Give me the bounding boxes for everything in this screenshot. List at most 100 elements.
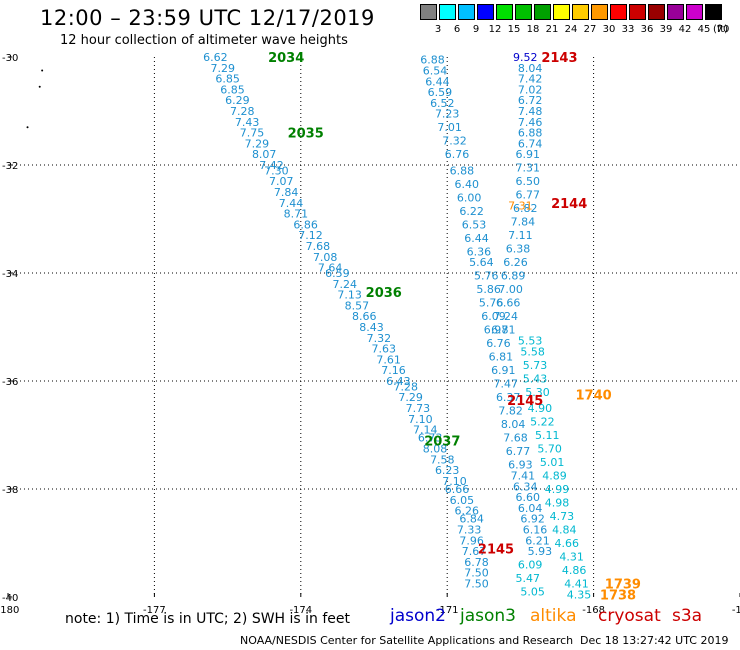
wave-height-label: 6.76: [445, 148, 470, 161]
wave-height-label: 8.57: [345, 299, 370, 312]
wave-height-label: 4.84: [552, 524, 577, 537]
wave-height-label: 6.93: [508, 459, 533, 472]
wave-height-label: 6.50: [515, 175, 540, 188]
satellite-name: s3a: [672, 606, 703, 626]
chart-title: 12:00 – 23:59 UTC 12/17/2019: [40, 6, 375, 30]
wave-height-label: 7.07: [269, 175, 294, 188]
legend-swatch-label: 30: [602, 24, 616, 35]
legend-swatch: [477, 4, 494, 20]
wave-height-label: 6.37: [496, 391, 521, 404]
footer-note: note: 1) Time is in UTC; 2) SWH is in fe…: [65, 611, 351, 627]
wave-height-label: 7.43: [235, 116, 260, 129]
wave-height-label: 8.08: [423, 443, 448, 456]
legend-swatch-label: 45: [697, 24, 711, 35]
generated-timestamp: Dec 18 13:27:42 UTC 2019: [580, 634, 729, 647]
legend-swatch: [629, 4, 646, 20]
wave-height-label: 6.43: [386, 375, 411, 388]
legend-swatch: [515, 4, 532, 20]
legend-swatch: [458, 4, 475, 20]
wave-height-label: 7.47: [494, 378, 519, 391]
wave-height-label: 6.54: [423, 65, 448, 78]
wave-height-label: 7.12: [298, 229, 323, 242]
x-tick-label: -168: [582, 605, 605, 616]
wave-height-label: 5.76: [474, 270, 499, 283]
wave-height-label: 5.70: [537, 443, 562, 456]
pass-label: 1740: [576, 389, 612, 404]
y-tick-label: -38: [2, 485, 18, 496]
wave-height-label: 4.98: [545, 497, 570, 510]
wave-height-label: 7.24: [332, 278, 357, 291]
legend-swatch-label: 9: [472, 24, 480, 35]
wave-height-label: 5.01: [540, 456, 565, 469]
wave-height-label: 7.75: [240, 127, 265, 140]
wave-height-label: 6.38: [506, 243, 531, 256]
wave-height-label: 6.85: [220, 83, 245, 96]
wave-height-label: 7.61: [376, 353, 401, 366]
legend-swatch: [705, 4, 722, 20]
wave-height-label: 6.91: [515, 148, 540, 161]
wave-height-label: 7.44: [279, 197, 304, 210]
wave-height-label: 7.31: [508, 200, 533, 213]
wave-height-label: 7.96: [459, 534, 484, 547]
wave-height-label: 7.29: [398, 391, 423, 404]
legend-swatch: [610, 4, 627, 20]
wave-height-label: 6.44: [425, 75, 450, 88]
legend-swatch: [496, 4, 513, 20]
wave-height-label: 7.24: [494, 310, 519, 323]
wave-height-label: 6.40: [454, 178, 479, 191]
wave-height-label: 7.14: [413, 424, 438, 437]
wave-height-label: 8.07: [252, 148, 277, 161]
wave-height-label: 6.59: [428, 86, 453, 99]
wave-height-label: 6.36: [467, 245, 492, 258]
wave-height-label: 6.72: [518, 94, 543, 107]
legend-swatch-label: 36: [640, 24, 654, 35]
wave-height-label: 6.60: [515, 491, 540, 504]
y-tick-label: -40: [2, 593, 18, 604]
wave-height-label: 4.73: [550, 510, 575, 523]
wave-height-label: 6.91: [491, 364, 516, 377]
wave-height-label: 7.33: [457, 524, 482, 537]
legend-swatch-label: 27: [583, 24, 597, 35]
wave-height-label: 7.23: [435, 108, 460, 121]
y-tick-label: -32: [2, 161, 18, 172]
y-tick-label: -30: [2, 53, 18, 64]
wave-height-label: 5.11: [535, 429, 560, 442]
wave-height-label: 7.28: [393, 380, 418, 393]
legend-swatch: [439, 4, 456, 20]
wave-height-label: 6.76: [486, 337, 511, 350]
wave-height-label: 7.31: [515, 162, 540, 175]
legend-swatch: [591, 4, 608, 20]
wave-height-label: 6.86: [293, 218, 318, 231]
wave-height-label: 7.29: [210, 62, 235, 75]
wave-height-label: 5.73: [523, 359, 548, 372]
wave-height-label: 8.71: [284, 208, 309, 221]
wave-height-label: 7.42: [259, 159, 284, 172]
wave-height-label: 6.88: [518, 127, 543, 140]
wave-height-label: 7.02: [518, 83, 543, 96]
wave-height-label: 7.48: [518, 105, 543, 118]
legend-swatch-label: 12: [488, 24, 502, 35]
wave-height-label: 4.66: [555, 537, 580, 550]
wave-height-label: 8.43: [359, 321, 384, 334]
satellite-name: jason3: [460, 606, 516, 626]
wave-height-label: 6.44: [464, 232, 489, 245]
wave-height-label: 7.63: [372, 343, 397, 356]
wave-height-label: 6.78: [464, 556, 489, 569]
wave-height-label: 7.28: [230, 105, 255, 118]
wave-height-label: 7.82: [498, 405, 523, 418]
wave-height-label: 6.84: [459, 513, 484, 526]
y-tick-label: -36: [2, 377, 18, 388]
wave-height-label: 7.00: [498, 283, 523, 296]
wave-height-label: 7.10: [408, 413, 433, 426]
wave-height-label: 5.76: [479, 297, 504, 310]
legend-swatch: [553, 4, 570, 20]
legend-swatch: [667, 4, 684, 20]
satellite-name: cryosat: [598, 606, 661, 626]
wave-height-label: 6.04: [518, 502, 543, 515]
wave-height-label: 6.74: [518, 137, 543, 150]
wave-height-label: 5.05: [520, 586, 545, 599]
pass-label: 2034: [268, 51, 304, 66]
wave-height-label: 7.50: [464, 567, 489, 580]
wave-height-label: 7.29: [245, 137, 270, 150]
